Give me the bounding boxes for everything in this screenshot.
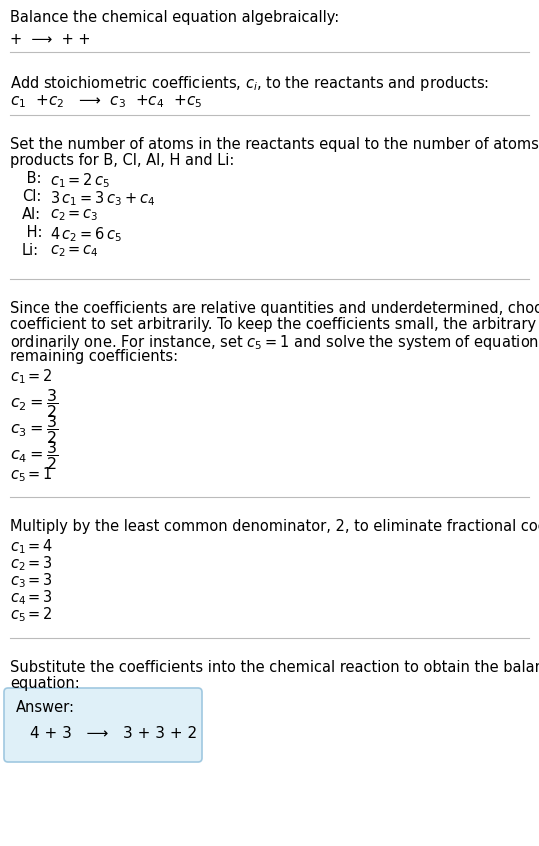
Text: $c_2 = 3$: $c_2 = 3$ xyxy=(10,554,53,573)
Text: Multiply by the least common denominator, 2, to eliminate fractional coefficient: Multiply by the least common denominator… xyxy=(10,519,539,534)
Text: $3\,c_1 = 3\,c_3 + c_4$: $3\,c_1 = 3\,c_3 + c_4$ xyxy=(50,189,155,208)
Text: 4 + 3   ⟶   3 + 3 + 2: 4 + 3 ⟶ 3 + 3 + 2 xyxy=(30,726,197,741)
Text: Add stoichiometric coefficients, $c_i$, to the reactants and products:: Add stoichiometric coefficients, $c_i$, … xyxy=(10,74,489,93)
Text: $c_2 = c_4$: $c_2 = c_4$ xyxy=(50,243,99,259)
FancyBboxPatch shape xyxy=(4,688,202,762)
Text: +  ⟶  + +: + ⟶ + + xyxy=(10,32,91,47)
Text: $c_3 = \dfrac{3}{2}$: $c_3 = \dfrac{3}{2}$ xyxy=(10,413,58,446)
Text: Cl:: Cl: xyxy=(22,189,42,204)
Text: H:: H: xyxy=(22,225,43,240)
Text: remaining coefficients:: remaining coefficients: xyxy=(10,349,178,364)
Text: $c_4 = 3$: $c_4 = 3$ xyxy=(10,588,53,607)
Text: $c_5 = 2$: $c_5 = 2$ xyxy=(10,605,53,624)
Text: equation:: equation: xyxy=(10,676,80,691)
Text: B:: B: xyxy=(22,171,42,186)
Text: $c_3 = 3$: $c_3 = 3$ xyxy=(10,571,53,590)
Text: Since the coefficients are relative quantities and underdetermined, choose a: Since the coefficients are relative quan… xyxy=(10,301,539,316)
Text: products for B, Cl, Al, H and Li:: products for B, Cl, Al, H and Li: xyxy=(10,153,234,168)
Text: $4\,c_2 = 6\,c_5$: $4\,c_2 = 6\,c_5$ xyxy=(50,225,122,244)
Text: $c_5 = 1$: $c_5 = 1$ xyxy=(10,465,53,484)
Text: ordinarily one. For instance, set $c_5 = 1$ and solve the system of equations fo: ordinarily one. For instance, set $c_5 =… xyxy=(10,333,539,352)
Text: $c_1 = 2\,c_5$: $c_1 = 2\,c_5$ xyxy=(50,171,110,190)
Text: coefficient to set arbitrarily. To keep the coefficients small, the arbitrary va: coefficient to set arbitrarily. To keep … xyxy=(10,317,539,332)
Text: Balance the chemical equation algebraically:: Balance the chemical equation algebraica… xyxy=(10,10,339,25)
Text: $c_1 = 2$: $c_1 = 2$ xyxy=(10,367,53,386)
Text: $c_1$  +$c_2$   ⟶  $c_3$  +$c_4$  +$c_5$: $c_1$ +$c_2$ ⟶ $c_3$ +$c_4$ +$c_5$ xyxy=(10,93,202,110)
Text: Li:: Li: xyxy=(22,243,39,258)
Text: $c_2 = c_3$: $c_2 = c_3$ xyxy=(50,207,99,222)
Text: Set the number of atoms in the reactants equal to the number of atoms in the: Set the number of atoms in the reactants… xyxy=(10,137,539,152)
Text: Answer:: Answer: xyxy=(16,700,75,715)
Text: Substitute the coefficients into the chemical reaction to obtain the balanced: Substitute the coefficients into the che… xyxy=(10,660,539,675)
Text: $c_1 = 4$: $c_1 = 4$ xyxy=(10,537,53,556)
Text: $c_2 = \dfrac{3}{2}$: $c_2 = \dfrac{3}{2}$ xyxy=(10,387,58,420)
Text: Al:: Al: xyxy=(22,207,41,222)
Text: $c_4 = \dfrac{3}{2}$: $c_4 = \dfrac{3}{2}$ xyxy=(10,439,58,472)
